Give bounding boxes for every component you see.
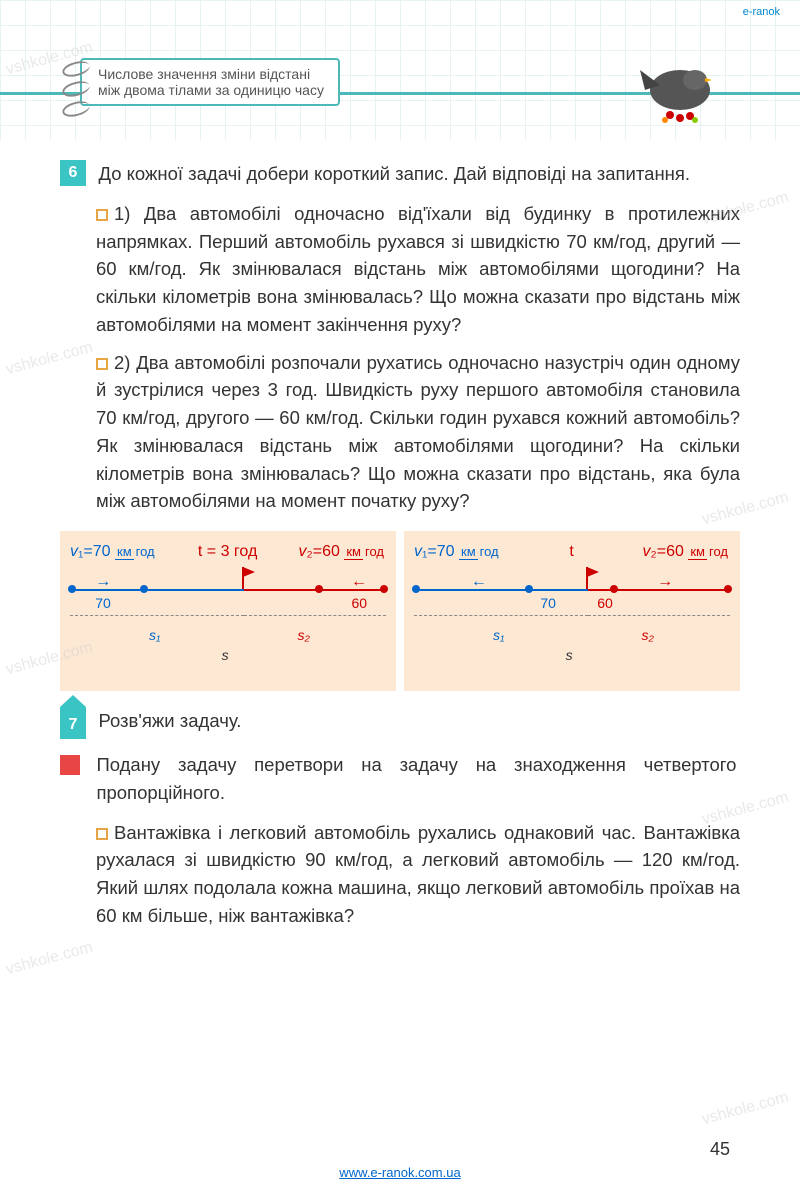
v2-label: v₂=60 кмгод xyxy=(643,543,730,561)
red-bullet-icon xyxy=(60,755,80,775)
task-number-6: 6 xyxy=(60,160,86,186)
task-6-intro: До кожної задачі добери короткий запис. … xyxy=(98,160,738,188)
diagram-left: v₁=70 кмгод t = 3 год v₂=60 кмгод → ← xyxy=(60,531,396,691)
diagram-right: v₁=70 кмгод t v₂=60 кмгод ← → xyxy=(404,531,740,691)
publisher-logo: e-ranok xyxy=(743,6,780,18)
task-7-body: Вантажівка і легковий автомобіль рухалис… xyxy=(96,819,740,930)
v2-label: v₂=60 кмгод xyxy=(299,543,386,561)
bullet-icon xyxy=(96,828,108,840)
t-label: t = 3 год xyxy=(198,543,257,561)
v1-label: v₁=70 кмгод xyxy=(70,543,157,561)
t-label: t xyxy=(569,543,573,561)
bird-illustration xyxy=(620,40,740,140)
task-7-red-text: Подану задачу перетвори на задачу на зна… xyxy=(96,751,736,807)
task-7-title: Розв'яжи задачу. xyxy=(98,707,738,735)
task-7: 7 Розв'яжи задачу. xyxy=(60,707,740,739)
v1-label: v₁=70 кмгод xyxy=(414,543,501,561)
header-definition-box: Числове значення зміни відстані між двом… xyxy=(80,58,340,106)
page-number: 45 xyxy=(710,1139,730,1160)
page-content: 6 До кожної задачі добери короткий запис… xyxy=(60,160,740,1150)
task-number-7: 7 xyxy=(60,707,86,739)
footer-link[interactable]: www.e-ranok.com.ua xyxy=(339,1165,460,1180)
bullet-icon xyxy=(96,209,108,221)
task-7-transform: Подану задачу перетвори на задачу на зна… xyxy=(60,751,740,807)
diagrams-container: v₁=70 кмгод t = 3 год v₂=60 кмгод → ← xyxy=(60,531,740,691)
spiral-binding xyxy=(62,62,90,122)
task-6-item-1: 1) Два автомобілі одночасно від'їхали ві… xyxy=(96,200,740,339)
task-6: 6 До кожної задачі добери короткий запис… xyxy=(60,160,740,188)
task-6-item-2: 2) Два автомобілі розпочали рухатись одн… xyxy=(96,349,740,516)
bullet-icon xyxy=(96,358,108,370)
